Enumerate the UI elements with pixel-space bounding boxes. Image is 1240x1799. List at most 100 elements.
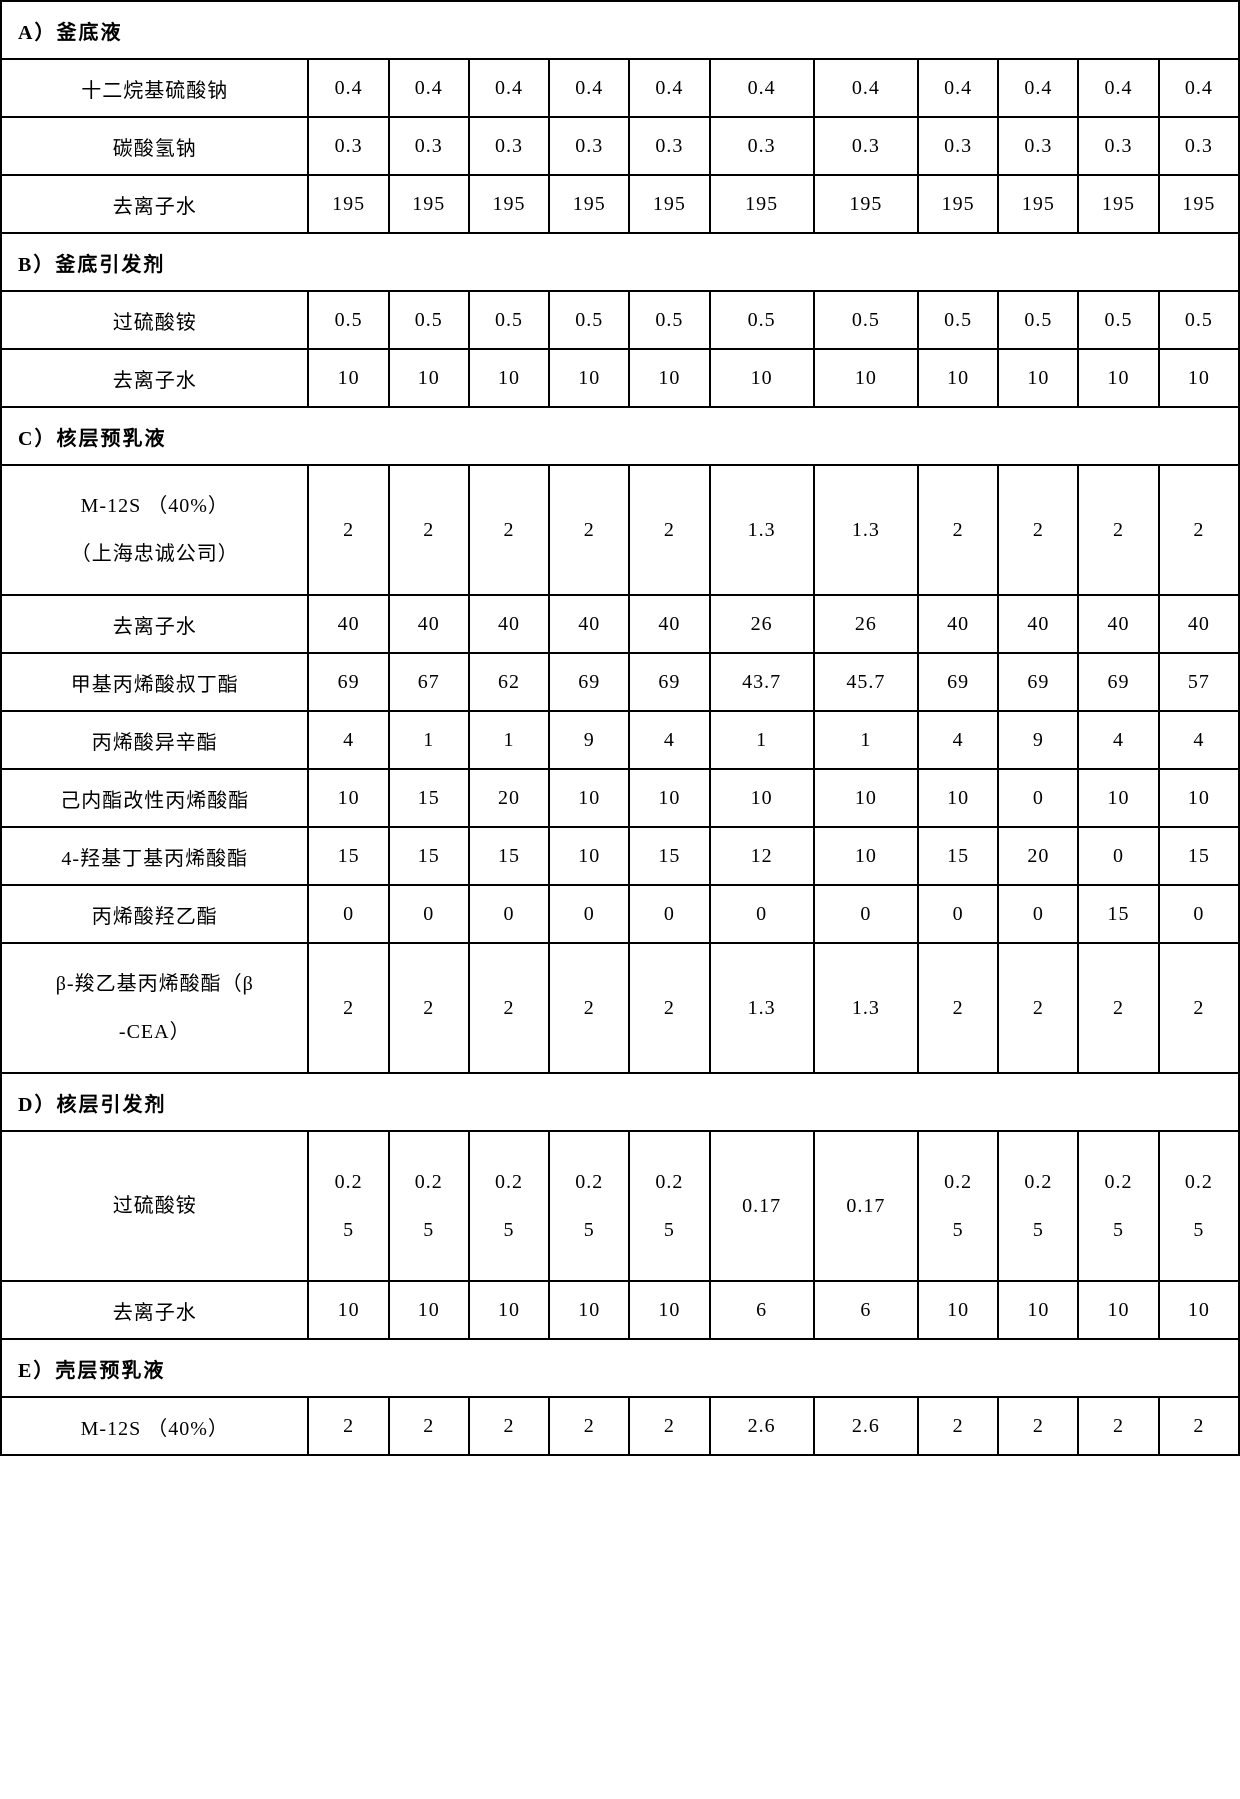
section-header-C: C）核层预乳液 bbox=[1, 407, 1239, 465]
cell-value: 4 bbox=[308, 711, 388, 769]
cell-value: 0 bbox=[1159, 885, 1239, 943]
cell-value: 2 bbox=[549, 1397, 629, 1455]
cell-value: 15 bbox=[469, 827, 549, 885]
cell-value: 40 bbox=[1159, 595, 1239, 653]
cell-value: 4 bbox=[1078, 711, 1158, 769]
cell-value: 0.5 bbox=[710, 291, 814, 349]
cell-value: 0.25 bbox=[998, 1131, 1078, 1281]
cell-value: 2 bbox=[629, 465, 709, 595]
cell-value: 0 bbox=[918, 885, 998, 943]
cell-value: 2 bbox=[389, 465, 469, 595]
cell-value: 0.17 bbox=[710, 1131, 814, 1281]
row-label: 丙烯酸异辛酯 bbox=[1, 711, 308, 769]
cell-value: 0.5 bbox=[308, 291, 388, 349]
cell-value: 195 bbox=[814, 175, 918, 233]
cell-value: 10 bbox=[998, 1281, 1078, 1339]
cell-value: 20 bbox=[998, 827, 1078, 885]
cell-value: 2 bbox=[1078, 943, 1158, 1073]
row-label: M-12S （40%）（上海忠诚公司） bbox=[1, 465, 308, 595]
cell-value: 0.3 bbox=[469, 117, 549, 175]
cell-value: 10 bbox=[1159, 1281, 1239, 1339]
cell-value: 10 bbox=[1078, 349, 1158, 407]
cell-value: 195 bbox=[918, 175, 998, 233]
cell-value: 0.3 bbox=[998, 117, 1078, 175]
cell-value: 69 bbox=[629, 653, 709, 711]
cell-value: 40 bbox=[998, 595, 1078, 653]
cell-value: 0.25 bbox=[308, 1131, 388, 1281]
cell-value: 10 bbox=[998, 349, 1078, 407]
cell-value: 0.4 bbox=[1078, 59, 1158, 117]
cell-value: 2 bbox=[389, 943, 469, 1073]
row-label: 碳酸氢钠 bbox=[1, 117, 308, 175]
cell-value: 69 bbox=[549, 653, 629, 711]
cell-value: 0 bbox=[998, 885, 1078, 943]
cell-value: 2 bbox=[469, 465, 549, 595]
cell-value: 40 bbox=[389, 595, 469, 653]
cell-value: 0.4 bbox=[918, 59, 998, 117]
section-header-B: B）釜底引发剂 bbox=[1, 233, 1239, 291]
cell-value: 0 bbox=[389, 885, 469, 943]
cell-value: 10 bbox=[549, 349, 629, 407]
section-header-E: E）壳层预乳液 bbox=[1, 1339, 1239, 1397]
cell-value: 0.5 bbox=[1159, 291, 1239, 349]
cell-value: 1.3 bbox=[710, 465, 814, 595]
cell-value: 10 bbox=[710, 349, 814, 407]
cell-value: 2 bbox=[998, 943, 1078, 1073]
cell-value: 40 bbox=[549, 595, 629, 653]
cell-value: 1 bbox=[710, 711, 814, 769]
row-label: 过硫酸铵 bbox=[1, 291, 308, 349]
cell-value: 2.6 bbox=[710, 1397, 814, 1455]
cell-value: 2 bbox=[1159, 465, 1239, 595]
cell-value: 15 bbox=[389, 827, 469, 885]
cell-value: 10 bbox=[549, 1281, 629, 1339]
cell-value: 0.3 bbox=[549, 117, 629, 175]
cell-value: 0.4 bbox=[710, 59, 814, 117]
cell-value: 10 bbox=[549, 827, 629, 885]
cell-value: 6 bbox=[814, 1281, 918, 1339]
cell-value: 0.25 bbox=[1159, 1131, 1239, 1281]
cell-value: 0.25 bbox=[629, 1131, 709, 1281]
cell-value: 15 bbox=[918, 827, 998, 885]
cell-value: 1 bbox=[469, 711, 549, 769]
cell-value: 69 bbox=[308, 653, 388, 711]
cell-value: 10 bbox=[1159, 349, 1239, 407]
section-header-A: A）釜底液 bbox=[1, 1, 1239, 59]
cell-value: 15 bbox=[629, 827, 709, 885]
cell-value: 1.3 bbox=[814, 465, 918, 595]
cell-value: 0.4 bbox=[308, 59, 388, 117]
section-header-D: D）核层引发剂 bbox=[1, 1073, 1239, 1131]
cell-value: 40 bbox=[1078, 595, 1158, 653]
cell-value: 0.5 bbox=[469, 291, 549, 349]
cell-value: 10 bbox=[918, 1281, 998, 1339]
cell-value: 1 bbox=[814, 711, 918, 769]
row-label: 4-羟基丁基丙烯酸酯 bbox=[1, 827, 308, 885]
cell-value: 10 bbox=[469, 1281, 549, 1339]
cell-value: 40 bbox=[308, 595, 388, 653]
cell-value: 9 bbox=[549, 711, 629, 769]
cell-value: 0 bbox=[998, 769, 1078, 827]
cell-value: 0 bbox=[308, 885, 388, 943]
cell-value: 10 bbox=[549, 769, 629, 827]
cell-value: 10 bbox=[389, 349, 469, 407]
row-label: 去离子水 bbox=[1, 595, 308, 653]
cell-value: 0.5 bbox=[1078, 291, 1158, 349]
cell-value: 0 bbox=[814, 885, 918, 943]
cell-value: 0.25 bbox=[549, 1131, 629, 1281]
cell-value: 40 bbox=[469, 595, 549, 653]
cell-value: 2 bbox=[998, 1397, 1078, 1455]
cell-value: 0.25 bbox=[469, 1131, 549, 1281]
cell-value: 195 bbox=[308, 175, 388, 233]
cell-value: 0.3 bbox=[629, 117, 709, 175]
cell-value: 10 bbox=[918, 349, 998, 407]
cell-value: 0.3 bbox=[389, 117, 469, 175]
cell-value: 15 bbox=[1159, 827, 1239, 885]
cell-value: 2 bbox=[308, 465, 388, 595]
cell-value: 2 bbox=[629, 1397, 709, 1455]
cell-value: 2 bbox=[469, 1397, 549, 1455]
cell-value: 0 bbox=[629, 885, 709, 943]
cell-value: 2 bbox=[549, 943, 629, 1073]
row-label: 己内酯改性丙烯酸酯 bbox=[1, 769, 308, 827]
cell-value: 0.5 bbox=[629, 291, 709, 349]
cell-value: 69 bbox=[1078, 653, 1158, 711]
cell-value: 12 bbox=[710, 827, 814, 885]
